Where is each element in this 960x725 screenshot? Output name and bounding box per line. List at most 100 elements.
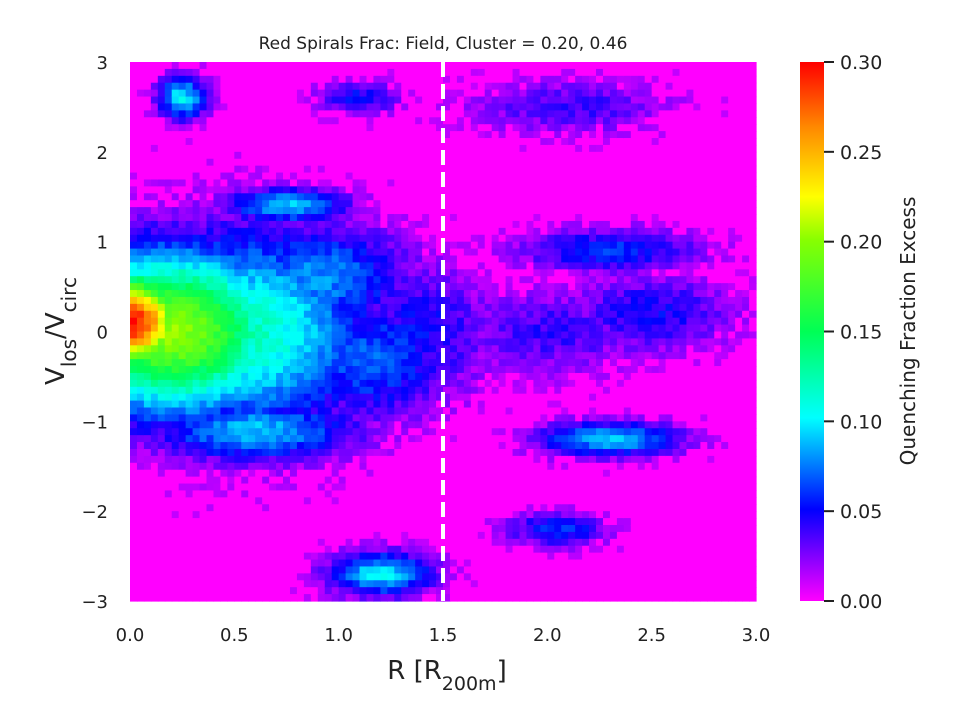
heat-cell [415, 317, 423, 326]
heat-cell [157, 290, 166, 298]
heat-cell [276, 117, 284, 125]
heat-cell [380, 214, 388, 222]
heat-cell [289, 117, 298, 125]
heat-cell [512, 400, 521, 409]
heat-cell [498, 103, 507, 111]
heat-cell [234, 545, 242, 554]
heat-cell [408, 531, 416, 540]
heat-cell [234, 296, 242, 305]
heat-cell [380, 587, 388, 595]
heat-cell [164, 200, 173, 208]
heat-cell [498, 469, 507, 478]
heat-cell [164, 587, 173, 595]
heat-cell [164, 290, 173, 298]
heat-cell [561, 131, 569, 139]
heat-cell [394, 89, 402, 98]
heat-cell [387, 386, 395, 395]
heat-cell [449, 290, 458, 298]
heat-cell [352, 179, 361, 187]
heat-cell [296, 448, 305, 457]
heat-cell [269, 82, 277, 91]
heat-cell [359, 276, 368, 284]
heat-cell [547, 594, 555, 602]
heat-cell [227, 75, 235, 84]
heat-cell [276, 497, 284, 505]
heat-cell [533, 428, 541, 436]
heat-cell [373, 414, 381, 422]
heat-cell [519, 303, 528, 312]
heat-cell [227, 580, 235, 588]
heat-cell [429, 82, 437, 91]
heat-cell [547, 379, 555, 388]
heat-cell [269, 241, 277, 250]
heat-cell [199, 317, 208, 326]
heat-cell [463, 538, 472, 547]
heat-cell [477, 421, 486, 429]
heat-cell [157, 193, 166, 201]
heat-cell [331, 276, 340, 284]
heat-cell [136, 552, 145, 561]
heat-cell [401, 566, 409, 574]
heat-cell [331, 172, 340, 181]
heat-cell [338, 573, 347, 581]
heat-cell [164, 476, 173, 485]
heat-cell [289, 483, 298, 492]
heat-cell [171, 303, 180, 312]
heat-cell [498, 255, 507, 263]
heat-cell [241, 407, 249, 416]
heat-cell [484, 359, 493, 367]
heat-cell [352, 276, 361, 284]
heat-cell [463, 262, 472, 270]
heat-cell [303, 172, 312, 181]
heat-cell [394, 296, 402, 305]
heat-cell [331, 414, 340, 422]
heat-cell [436, 110, 444, 118]
heat-cell [519, 476, 528, 485]
heat-cell [533, 421, 541, 429]
heat-cell [269, 372, 277, 381]
heat-cell [547, 220, 555, 229]
heat-cell [213, 89, 222, 98]
heat-cell [505, 407, 514, 416]
heat-cell [310, 200, 319, 208]
heat-cell [303, 82, 312, 91]
heat-cell [269, 324, 277, 333]
heat-cell [255, 469, 263, 478]
heat-cell [519, 200, 528, 208]
heat-cell [477, 393, 486, 402]
heat-cell [178, 455, 187, 464]
heat-cell [192, 428, 201, 436]
heat-cell [359, 386, 368, 395]
heat-cell [422, 476, 430, 485]
heat-cell [296, 511, 305, 519]
heat-cell [136, 276, 145, 284]
heat-cell [463, 62, 472, 70]
heat-cell [164, 138, 173, 146]
heat-cell [171, 62, 180, 70]
heat-cell [505, 497, 514, 505]
heat-cell [276, 442, 284, 450]
heat-cell [199, 338, 208, 346]
heat-cell [540, 559, 548, 568]
heat-cell [394, 82, 402, 91]
heat-cell [470, 386, 479, 395]
heat-cell [185, 455, 194, 464]
heat-cell [130, 559, 138, 568]
heat-cell [164, 559, 173, 568]
heat-cell [331, 62, 340, 70]
heat-cell [136, 531, 145, 540]
heat-cell [394, 62, 402, 70]
heat-cell [575, 82, 583, 91]
heat-cell [317, 62, 326, 70]
heat-cell [352, 483, 361, 492]
heat-cell [401, 587, 409, 595]
heat-cell [296, 144, 305, 153]
heat-cell [241, 165, 249, 174]
heat-cell [540, 421, 548, 429]
heat-cell [484, 207, 493, 215]
heat-cell [185, 269, 194, 277]
heat-cell [227, 62, 235, 70]
heat-cell [568, 545, 576, 554]
heat-cell [540, 276, 548, 284]
heat-cell [554, 131, 562, 139]
